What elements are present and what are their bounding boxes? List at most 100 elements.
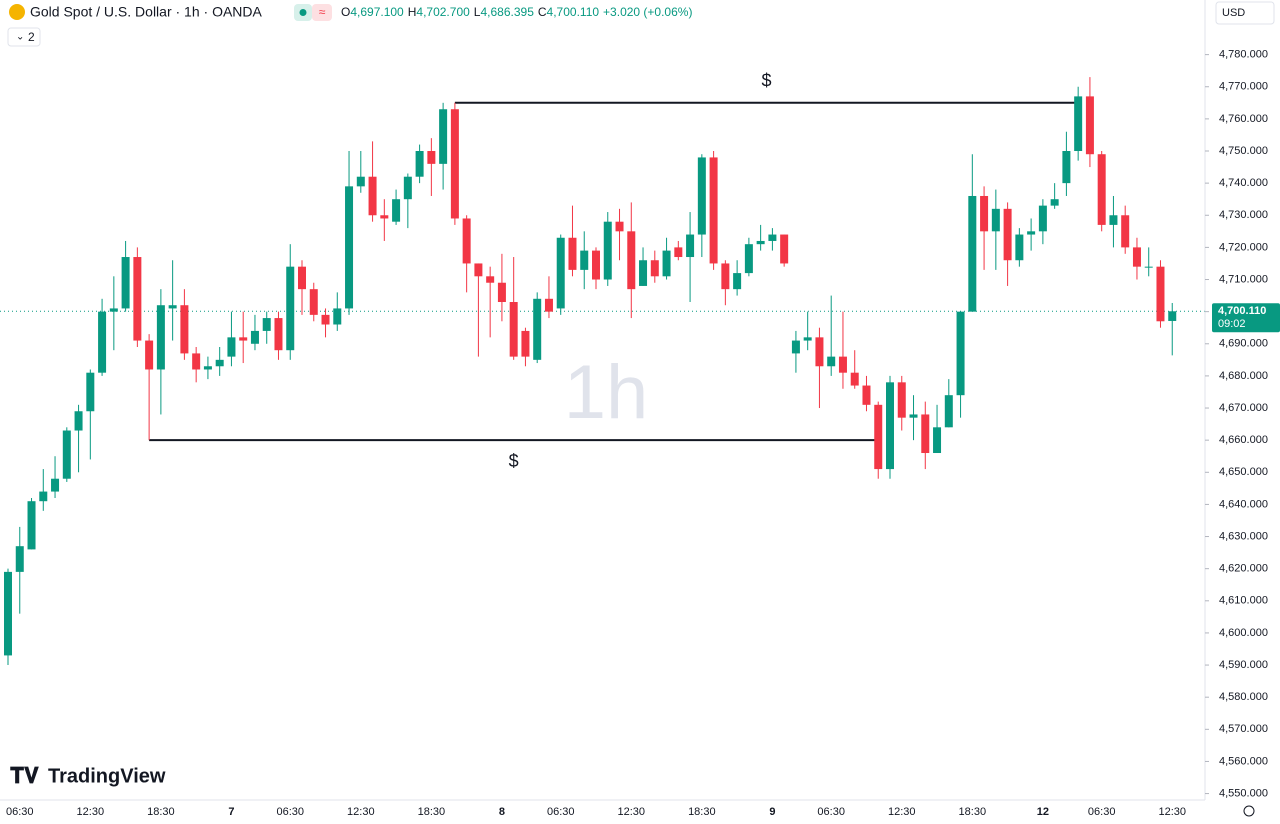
y-tick-label: 4,710.000 [1219, 273, 1268, 285]
candle-body [27, 501, 36, 550]
legend-prefix: H [408, 5, 417, 19]
legend-bar: Gold Spot / U.S. Dollar · 1h · OANDA ≈ O… [7, 1, 1275, 47]
candle-body [168, 305, 177, 309]
y-tick-label: 4,620.000 [1219, 563, 1268, 575]
candle-body [815, 337, 824, 367]
y-tick-label: 4,650.000 [1219, 466, 1268, 478]
y-tick-label: 4,760.000 [1219, 113, 1268, 125]
candle-body [509, 302, 518, 357]
y-tick-label: 4,680.000 [1219, 370, 1268, 382]
candle-body [874, 404, 883, 470]
price-tag-label: 4,700.110 [1218, 305, 1266, 317]
candle-body [1168, 311, 1177, 321]
candle-body [145, 340, 154, 370]
candle-body [274, 318, 283, 351]
y-tick-label: 4,640.000 [1219, 498, 1268, 510]
legend-prefix: O [341, 5, 350, 19]
x-tick-label: 12:30 [888, 806, 916, 818]
candle-body [991, 208, 1000, 232]
y-tick-label: 4,780.000 [1219, 49, 1268, 61]
candle-body [944, 395, 953, 428]
currency-button[interactable] [1215, 1, 1275, 25]
candle-body [721, 263, 730, 290]
candle-body [333, 308, 342, 325]
candle-body [450, 109, 459, 219]
x-tick-label: 9 [769, 806, 775, 818]
y-tick-label: 4,570.000 [1219, 723, 1268, 735]
y-tick-label: 4,740.000 [1219, 177, 1268, 189]
indicators-count: 2 [28, 30, 35, 44]
data-delay[interactable] [312, 4, 332, 21]
x-tick-label: 06:30 [547, 806, 575, 818]
symbol-icon [9, 4, 25, 20]
candle-body [909, 414, 918, 418]
indicators-toggle[interactable] [7, 27, 41, 47]
candle-body [1027, 231, 1036, 235]
legend-prefix: L [474, 5, 481, 19]
candle-body [568, 237, 577, 270]
candle-body [862, 385, 871, 405]
settings-button[interactable] [1243, 805, 1255, 817]
ohlc-values: O4,697.100 H4,702.700 L4,686.395 C4,700.110… [341, 5, 692, 19]
candle-body [1097, 154, 1106, 225]
candle-body [556, 237, 565, 309]
legend-value: 4,702.700 [416, 5, 470, 19]
candle-body [121, 257, 130, 309]
candle-body [933, 427, 942, 454]
candle-body [662, 250, 671, 277]
legend-prefix: C [538, 5, 547, 19]
candle-body [674, 247, 683, 258]
x-tick-label: 12:30 [1158, 806, 1186, 818]
y-tick-label: 4,690.000 [1219, 338, 1268, 350]
candle-body [838, 356, 847, 373]
candle-body [286, 266, 295, 351]
candle-body [415, 151, 424, 177]
x-tick-label: 18:30 [147, 806, 175, 818]
symbol-title: Gold Spot / U.S. Dollar · 1h · OANDA [30, 4, 263, 20]
candle-body [1074, 96, 1083, 152]
candle-body [462, 218, 471, 264]
x-tick-label: 18:30 [959, 806, 987, 818]
legend-value: 4,686.395 [480, 5, 534, 19]
candle-body [980, 195, 989, 232]
x-tick-label: 12:30 [347, 806, 375, 818]
candle-body [639, 260, 648, 286]
candle-body [791, 340, 800, 354]
candle-body [803, 337, 812, 341]
candle-body [250, 330, 259, 344]
candle-body [474, 263, 483, 277]
candle-body [15, 546, 24, 572]
candle-body [1062, 151, 1071, 184]
y-tick-label: 4,770.000 [1219, 81, 1268, 93]
candle-body [1015, 234, 1024, 261]
y-tick-label: 4,590.000 [1219, 659, 1268, 671]
candle-body [486, 276, 495, 283]
y-tick-label: 4,720.000 [1219, 241, 1268, 253]
watermark: 1h [564, 350, 649, 435]
candle-body [1050, 199, 1059, 206]
candle-body [744, 244, 753, 274]
candle-body [686, 234, 695, 258]
candle-body [227, 337, 236, 357]
candle-body [697, 157, 706, 235]
candle-body [380, 215, 389, 219]
candle-body [51, 478, 60, 492]
candle-body [1085, 96, 1094, 155]
candle-body [262, 318, 271, 331]
y-tick-label: 4,660.000 [1219, 434, 1268, 446]
legend-value: 4,697.100 [350, 5, 404, 19]
candle-body [203, 366, 212, 370]
candle-body [921, 414, 930, 454]
candle-body [1121, 215, 1130, 248]
candle-body [1038, 205, 1047, 232]
candle-body [780, 234, 789, 264]
candle-body [180, 305, 189, 354]
candle-body [133, 257, 142, 341]
candle-body [1144, 266, 1153, 268]
y-tick-label: 4,560.000 [1219, 755, 1268, 767]
candle-body [403, 176, 412, 200]
candle-body [756, 240, 765, 245]
candle-body [345, 186, 354, 309]
countdown: 09:02 [1218, 318, 1246, 330]
brand: 𝐓𝐕 TradingView [10, 763, 166, 788]
